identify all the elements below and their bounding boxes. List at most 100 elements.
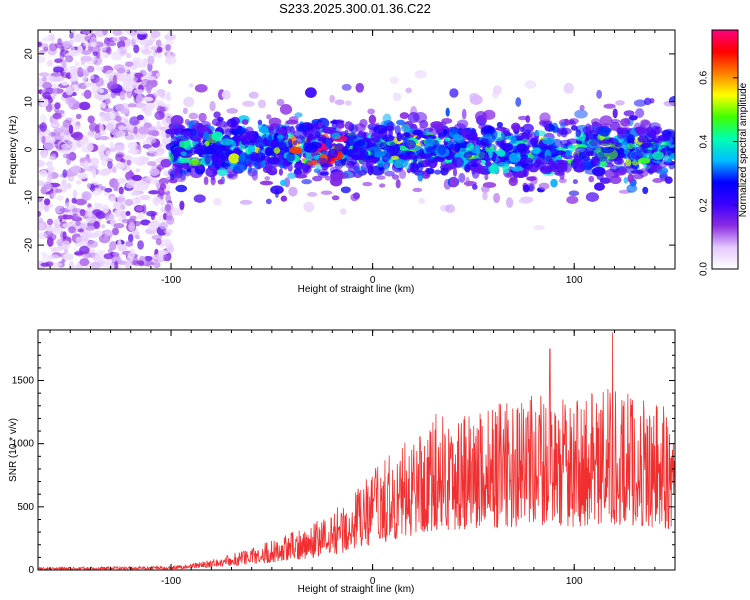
heatmap-cell bbox=[92, 168, 97, 179]
heatmap-cell bbox=[441, 117, 453, 124]
heatmap-cell bbox=[467, 137, 475, 144]
heatmap-cell bbox=[485, 161, 492, 167]
heatmap-cell bbox=[117, 244, 128, 252]
heatmap-cell bbox=[268, 126, 275, 136]
heatmap-cell bbox=[77, 172, 88, 180]
heatmap-cell bbox=[125, 183, 134, 189]
heatmap-cell bbox=[62, 40, 72, 49]
heatmap-cell bbox=[286, 152, 296, 162]
heatmap-cell bbox=[73, 264, 79, 269]
heatmap-cell bbox=[640, 119, 650, 126]
heatmap-cell bbox=[134, 72, 144, 79]
colorbar-tick-label: 0.2 bbox=[699, 198, 710, 212]
heatmap-cell bbox=[567, 144, 577, 149]
heatmap-cell bbox=[116, 67, 126, 74]
heatmap-cell bbox=[572, 179, 578, 185]
heatmap-cell bbox=[344, 121, 353, 130]
heatmap-cell bbox=[46, 174, 53, 183]
heatmap-cell bbox=[123, 30, 132, 34]
heatmap-cell bbox=[484, 173, 489, 181]
heatmap-cell bbox=[71, 197, 77, 204]
heatmap-cell bbox=[227, 173, 234, 179]
heatmap-cell bbox=[176, 157, 191, 164]
heatmap-cell bbox=[418, 197, 426, 205]
heatmap-cell bbox=[88, 232, 99, 239]
heatmap-cell bbox=[137, 61, 146, 68]
heatmap-cell bbox=[248, 91, 259, 99]
heatmap-cell bbox=[570, 125, 578, 131]
heatmap-cell bbox=[62, 169, 68, 178]
heatmap-cell bbox=[559, 170, 565, 180]
heatmap-cell bbox=[48, 254, 60, 260]
heatmap-cell bbox=[472, 184, 478, 190]
heatmap-cell bbox=[71, 217, 83, 222]
heatmap-cell bbox=[596, 172, 604, 181]
heatmap-cell bbox=[519, 126, 525, 133]
heatmap-cell bbox=[39, 222, 45, 231]
heatmap-cell bbox=[107, 161, 113, 169]
heatmap-cell bbox=[341, 83, 352, 91]
heatmap-cell bbox=[155, 72, 161, 78]
heatmap-cell bbox=[320, 190, 333, 195]
heatmap-cell bbox=[306, 192, 318, 197]
colorbar-ticks: 0.0 0.2 0.4 0.6 bbox=[699, 70, 738, 276]
heatmap-cell bbox=[39, 122, 48, 132]
heatmap-cell bbox=[165, 44, 172, 52]
heatmap-cell bbox=[82, 42, 93, 47]
heatmap-cell bbox=[405, 87, 412, 94]
heatmap-cell bbox=[444, 137, 450, 142]
heatmap-cell bbox=[67, 175, 75, 182]
heatmap-cell bbox=[153, 261, 161, 269]
heatmap-cell bbox=[65, 153, 76, 160]
heatmap-cell bbox=[160, 198, 165, 206]
heatmap-cell bbox=[268, 117, 282, 127]
heatmap-cell bbox=[42, 43, 49, 51]
heatmap-cell bbox=[139, 39, 151, 46]
heatmap-cell bbox=[46, 218, 54, 226]
heatmap-cell bbox=[43, 141, 55, 151]
heatmap-cell bbox=[542, 136, 555, 145]
heatmap-cell bbox=[449, 176, 459, 188]
heatmap-cell bbox=[43, 198, 51, 206]
heatmap-cell bbox=[78, 101, 91, 111]
snr-x-tick-label: 0 bbox=[370, 576, 376, 587]
heatmap-cell bbox=[90, 183, 96, 192]
heatmap-cell bbox=[600, 146, 615, 154]
heatmap-cell bbox=[132, 57, 143, 63]
heatmap-cell bbox=[62, 214, 74, 220]
heatmap-cell bbox=[137, 180, 150, 191]
snr-x-axis-label: Height of straight line (km) bbox=[298, 584, 415, 595]
heatmap-cell bbox=[445, 204, 456, 213]
heatmap-cell bbox=[68, 124, 74, 134]
heatmap-cell bbox=[458, 172, 466, 183]
heatmap-cell bbox=[130, 191, 141, 196]
heatmap-cell bbox=[294, 174, 308, 179]
heatmap-cell bbox=[508, 152, 521, 163]
heatmap-cell bbox=[125, 240, 134, 247]
heatmap-cell bbox=[102, 107, 114, 112]
heatmap-cell bbox=[532, 147, 541, 155]
heatmap-cell bbox=[54, 42, 65, 49]
heatmap-cell bbox=[466, 142, 475, 152]
heatmap-cell bbox=[101, 159, 107, 167]
heatmap-cell bbox=[331, 195, 340, 201]
heatmap-cell bbox=[50, 72, 62, 77]
heatmap-cell bbox=[109, 147, 116, 153]
heatmap-cell bbox=[160, 130, 167, 139]
heatmap-cell bbox=[329, 94, 335, 103]
heatmap-cell bbox=[151, 130, 160, 137]
heatmap-cell bbox=[378, 183, 386, 188]
heatmap-cell bbox=[170, 115, 184, 126]
heatmap-cell bbox=[94, 30, 100, 36]
heatmap-cell bbox=[104, 187, 113, 193]
heatmap-cell bbox=[75, 236, 83, 244]
heatmap-cell bbox=[528, 184, 534, 192]
heatmap-cell bbox=[42, 91, 51, 100]
heatmap-cell bbox=[141, 49, 152, 55]
heatmap-cell bbox=[175, 172, 187, 183]
heatmap-cell bbox=[456, 119, 469, 129]
heatmap-cell bbox=[147, 62, 153, 72]
heatmap-cell bbox=[124, 134, 136, 140]
heatmap-cell bbox=[210, 174, 216, 181]
heatmap-cell bbox=[46, 226, 54, 232]
